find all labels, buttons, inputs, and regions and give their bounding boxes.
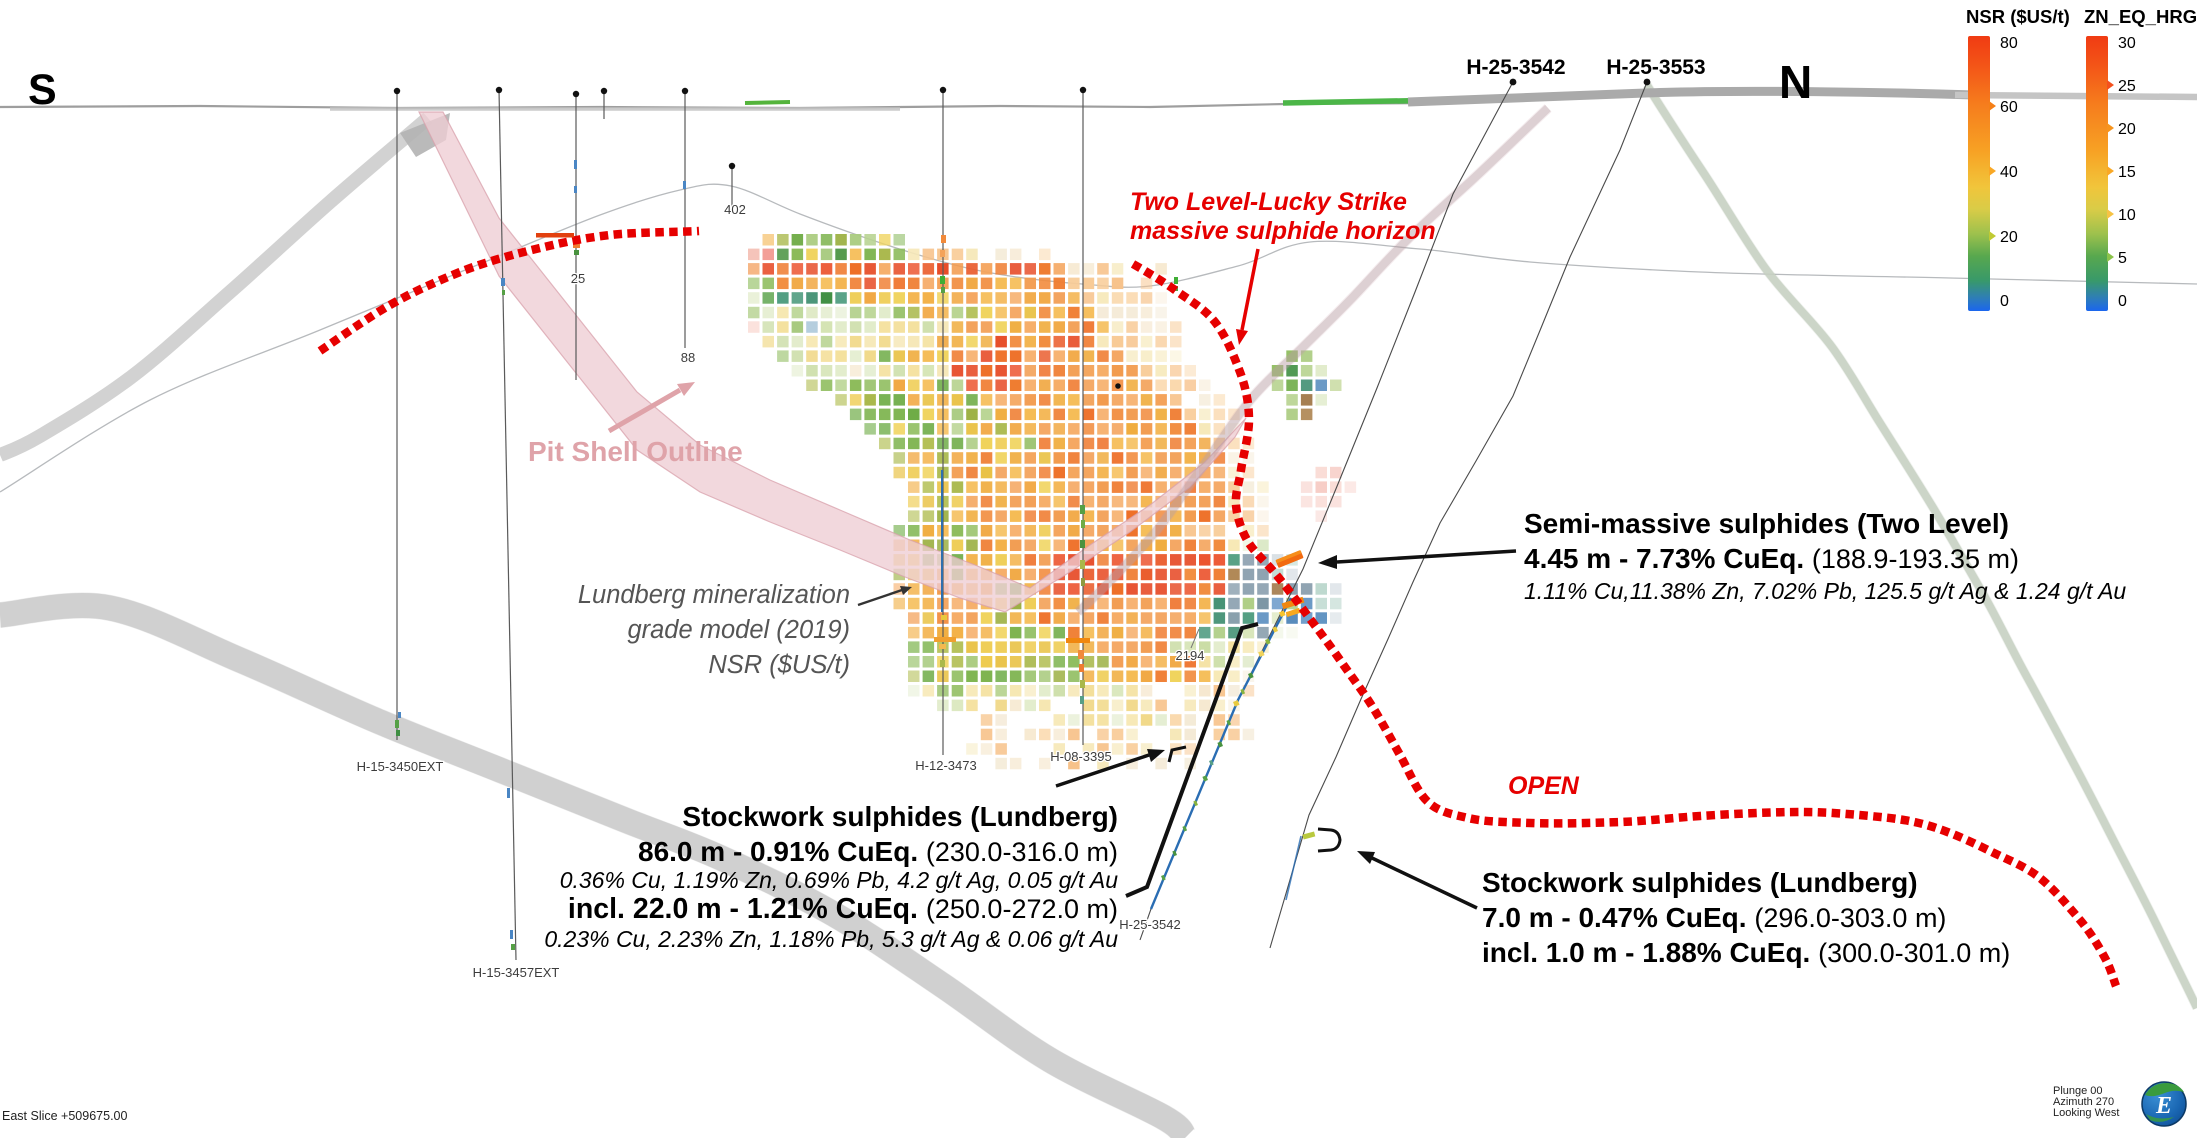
svg-text:0: 0 <box>2000 293 2009 310</box>
svg-text:20: 20 <box>2000 229 2018 246</box>
svg-text:15: 15 <box>2118 164 2136 181</box>
svg-text:86.0 m - 0.91% CuEq. (230.0-31: 86.0 m - 0.91% CuEq. (230.0-316.0 m) <box>638 836 1118 867</box>
svg-text:4.45 m - 7.73% CuEq. (188.9-19: 4.45 m - 7.73% CuEq. (188.9-193.35 m) <box>1524 543 2019 574</box>
svg-text:80: 80 <box>2000 35 2018 52</box>
svg-text:20: 20 <box>2118 121 2136 138</box>
svg-text:H-25-3553: H-25-3553 <box>1606 56 1705 79</box>
svg-text:0.23% Cu, 2.23% Zn, 1.18% Pb,: 0.23% Cu, 2.23% Zn, 1.18% Pb, 5.3 g/t Ag… <box>544 926 1118 952</box>
svg-text:Plunge 00: Plunge 00 <box>2053 1085 2103 1097</box>
svg-text:Lundberg mineralization: Lundberg mineralization <box>578 581 850 609</box>
svg-text:H-08-3395: H-08-3395 <box>1050 749 1111 764</box>
svg-text:25: 25 <box>571 271 585 286</box>
svg-text:ZN_EQ_HRG: ZN_EQ_HRG <box>2084 6 2197 27</box>
svg-text:H-15-3457EXT: H-15-3457EXT <box>473 965 560 980</box>
svg-text:5: 5 <box>2118 250 2127 267</box>
svg-text:Semi-massive sulphides (Two Le: Semi-massive sulphides (Two Level) <box>1524 508 2009 539</box>
svg-text:H-15-3450EXT: H-15-3450EXT <box>357 759 444 774</box>
svg-text:grade model (2019): grade model (2019) <box>627 616 850 644</box>
svg-text:88: 88 <box>681 350 695 365</box>
svg-text:H-12-3473: H-12-3473 <box>915 758 976 773</box>
svg-text:OPEN: OPEN <box>1508 772 1580 800</box>
svg-text:0: 0 <box>2118 293 2127 310</box>
svg-text:massive sulphide horizon: massive sulphide horizon <box>1130 217 1436 245</box>
svg-text:NSR ($US/t): NSR ($US/t) <box>708 651 850 679</box>
svg-text:30: 30 <box>2118 35 2136 52</box>
svg-text:2194: 2194 <box>1176 648 1205 663</box>
svg-text:E: E <box>2155 1093 2172 1119</box>
svg-text:S: S <box>28 66 57 114</box>
svg-text:40: 40 <box>2000 164 2018 181</box>
svg-text:25: 25 <box>2118 78 2136 95</box>
svg-text:7.0 m - 0.47% CuEq. (296.0-303: 7.0 m - 0.47% CuEq. (296.0-303.0 m) <box>1482 902 1946 933</box>
svg-text:H-25-3542: H-25-3542 <box>1466 56 1565 79</box>
svg-text:incl. 22.0 m - 1.21% CuEq. (25: incl. 22.0 m - 1.21% CuEq. (250.0-272.0 … <box>568 893 1118 925</box>
svg-text:0.36% Cu, 1.19% Zn, 0.69% Pb,: 0.36% Cu, 1.19% Zn, 0.69% Pb, 4.2 g/t Ag… <box>560 867 1119 893</box>
svg-text:incl. 1.0 m - 1.88% CuEq. (300: incl. 1.0 m - 1.88% CuEq. (300.0-301.0 m… <box>1482 937 2010 968</box>
svg-text:10: 10 <box>2118 207 2136 224</box>
svg-text:402: 402 <box>724 202 746 217</box>
svg-text:N: N <box>1779 56 1812 108</box>
svg-text:East Slice +509675.00: East Slice +509675.00 <box>2 1109 127 1123</box>
svg-text:Stockwork sulphides (Lundberg): Stockwork sulphides (Lundberg) <box>682 801 1118 832</box>
svg-text:Stockwork sulphides (Lundberg): Stockwork sulphides (Lundberg) <box>1482 867 1918 898</box>
svg-text:60: 60 <box>2000 99 2018 116</box>
svg-text:Azimuth 270: Azimuth 270 <box>2053 1096 2114 1108</box>
svg-text:H-25-3542: H-25-3542 <box>1119 917 1180 932</box>
svg-text:Pit Shell Outline: Pit Shell Outline <box>528 436 743 467</box>
svg-text:Looking West: Looking West <box>2053 1107 2119 1119</box>
svg-text:1.11% Cu,11.38% Zn, 7.02% Pb,: 1.11% Cu,11.38% Zn, 7.02% Pb, 125.5 g/t … <box>1524 578 2126 604</box>
svg-text:NSR ($US/t): NSR ($US/t) <box>1966 6 2070 27</box>
svg-text:Two Level-Lucky Strike: Two Level-Lucky Strike <box>1130 188 1407 216</box>
